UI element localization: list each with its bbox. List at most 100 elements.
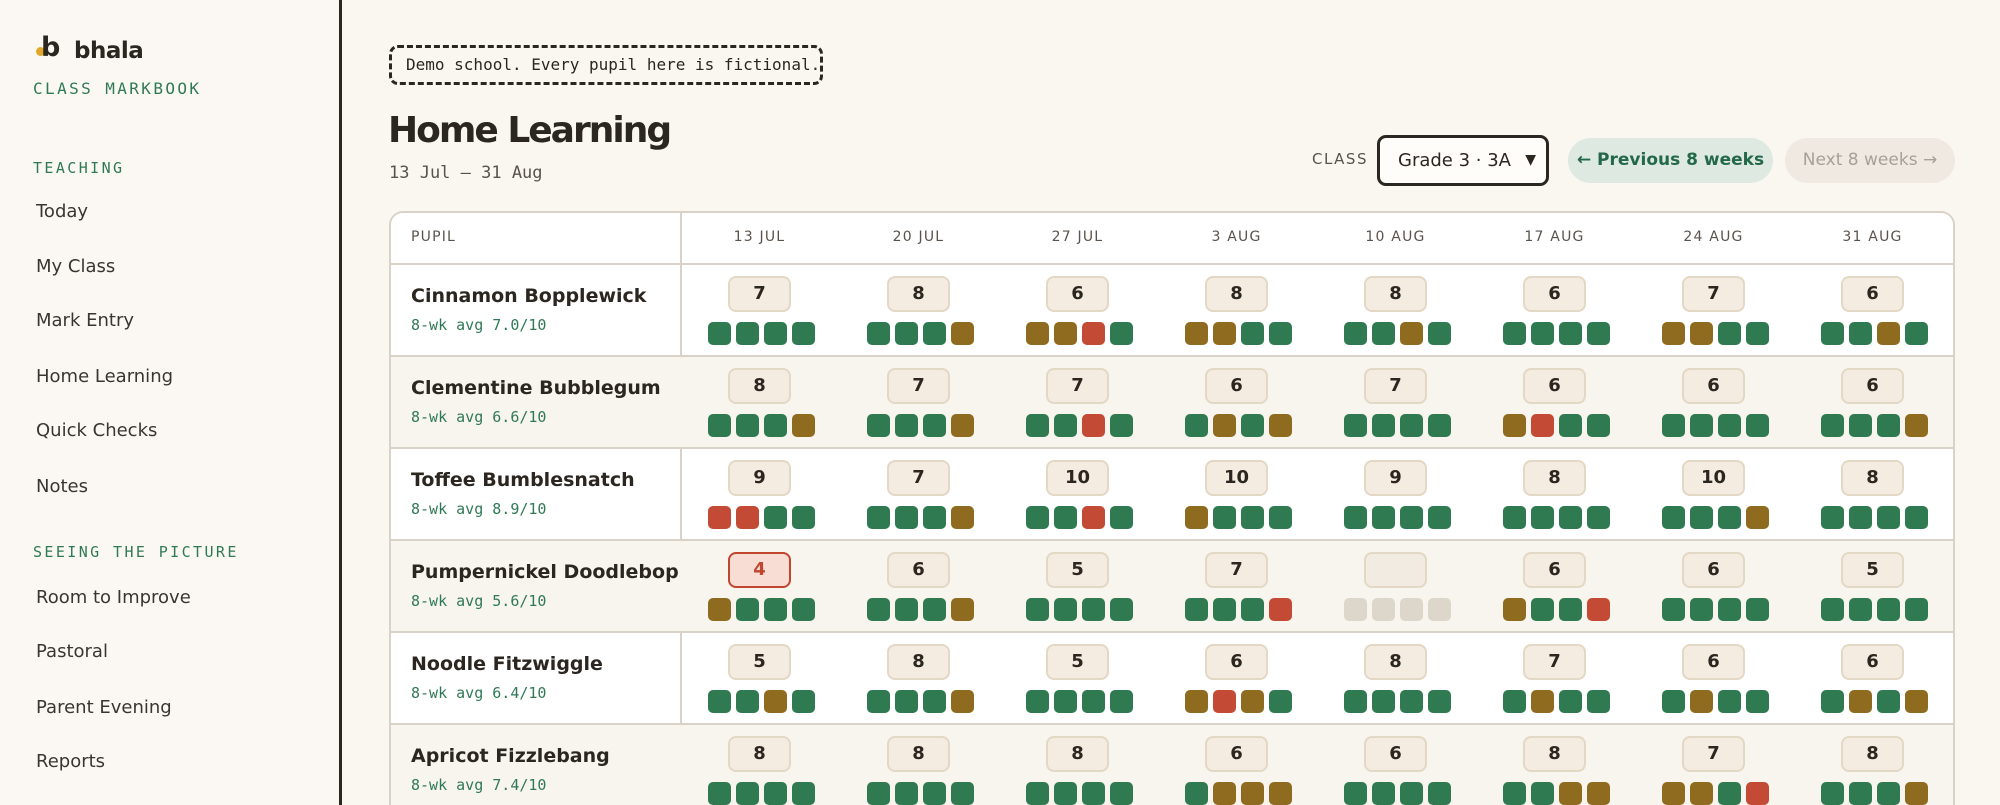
- score-badge[interactable]: 4: [728, 552, 791, 588]
- week-cell: 10: [1157, 449, 1316, 539]
- task-status-dots: [1821, 782, 1928, 805]
- score-badge[interactable]: 8: [1205, 276, 1268, 312]
- nav-item-mark-entry[interactable]: Mark Entry: [36, 310, 134, 331]
- score-badge[interactable]: 6: [1682, 368, 1745, 404]
- task-status-dots: [1503, 598, 1610, 621]
- nav-item-room-to-improve[interactable]: Room to Improve: [36, 587, 191, 608]
- score-badge[interactable]: 10: [1682, 460, 1745, 496]
- score-badge[interactable]: 8: [1841, 736, 1904, 772]
- nav-item-today[interactable]: Today: [36, 201, 89, 222]
- score-badge[interactable]: 7: [1682, 736, 1745, 772]
- task-status-dot: [1185, 322, 1208, 345]
- previous-weeks-button[interactable]: ← Previous 8 weeks: [1568, 138, 1773, 183]
- score-badge[interactable]: 6: [1841, 368, 1904, 404]
- pupil-name[interactable]: Cinnamon Bopplewick: [411, 285, 647, 307]
- score-badge[interactable]: 7: [1682, 276, 1745, 312]
- pupil-name[interactable]: Pumpernickel Doodlebop: [411, 561, 679, 583]
- score-badge[interactable]: 5: [728, 644, 791, 680]
- score-badge[interactable]: 6: [1205, 736, 1268, 772]
- pupil-name[interactable]: Toffee Bumblesnatch: [411, 469, 635, 491]
- task-status-dot: [1587, 322, 1610, 345]
- score-badge[interactable]: 7: [1205, 552, 1268, 588]
- pupil-average: 8-wk avg 8.9/10: [411, 500, 547, 518]
- score-badge[interactable]: 5: [1841, 552, 1904, 588]
- task-status-dots: [1344, 782, 1451, 805]
- score-badge[interactable]: 8: [1841, 460, 1904, 496]
- task-status-dots: [1026, 782, 1133, 805]
- week-cell: 6: [1634, 541, 1793, 631]
- task-status-dot: [895, 598, 918, 621]
- nav-item-my-class[interactable]: My Class: [36, 256, 116, 277]
- score-badge[interactable]: 6: [887, 552, 950, 588]
- score-badge[interactable]: 8: [887, 276, 950, 312]
- score-badge[interactable]: 9: [728, 460, 791, 496]
- task-status-dots: [708, 690, 815, 713]
- task-status-dot: [1877, 506, 1900, 529]
- score-badge[interactable]: 6: [1364, 736, 1427, 772]
- score-badge[interactable]: 7: [1046, 368, 1109, 404]
- task-status-dot: [736, 690, 759, 713]
- task-status-dot: [1821, 690, 1844, 713]
- score-badge[interactable]: 6: [1682, 644, 1745, 680]
- score-badge[interactable]: 8: [1523, 460, 1586, 496]
- score-badge[interactable]: 10: [1205, 460, 1268, 496]
- nav-item-notes[interactable]: Notes: [36, 476, 88, 497]
- task-status-dot: [1372, 598, 1395, 621]
- score-badge[interactable]: 8: [728, 736, 791, 772]
- pupil-name[interactable]: Apricot Fizzlebang: [411, 745, 610, 767]
- nav-item-pastoral[interactable]: Pastoral: [36, 641, 108, 662]
- score-badge[interactable]: 6: [1523, 276, 1586, 312]
- week-cell: 5: [998, 633, 1157, 723]
- nav-item-home-learning[interactable]: Home Learning: [36, 366, 174, 387]
- score-badge[interactable]: 7: [1523, 644, 1586, 680]
- pupil-name[interactable]: Clementine Bubblegum: [411, 377, 661, 399]
- score-badge[interactable]: 8: [887, 644, 950, 680]
- task-status-dot: [1344, 322, 1367, 345]
- score-badge[interactable]: 8: [1364, 644, 1427, 680]
- score-badge[interactable]: 6: [1841, 276, 1904, 312]
- task-status-dot: [923, 322, 946, 345]
- score-badge[interactable]: 6: [1523, 368, 1586, 404]
- score-badge[interactable]: 5: [1046, 552, 1109, 588]
- score-badge[interactable]: 7: [728, 276, 791, 312]
- task-status-dot: [1241, 322, 1264, 345]
- task-status-dot: [1587, 506, 1610, 529]
- task-status-dot: [1690, 782, 1713, 805]
- week-cell: 9: [680, 449, 839, 539]
- pupil-name[interactable]: Noodle Fitzwiggle: [411, 653, 603, 675]
- next-weeks-button[interactable]: Next 8 weeks →: [1785, 138, 1955, 183]
- score-badge[interactable]: 5: [1046, 644, 1109, 680]
- score-badge[interactable]: 7: [887, 368, 950, 404]
- task-status-dots: [1185, 690, 1292, 713]
- task-status-dot: [1877, 782, 1900, 805]
- score-badge[interactable]: 8: [728, 368, 791, 404]
- nav-item-parent-evening[interactable]: Parent Evening: [36, 697, 172, 718]
- week-cell: 8: [1316, 265, 1475, 355]
- task-status-dot: [1213, 506, 1236, 529]
- brand[interactable]: b bhala: [36, 32, 144, 64]
- week-cell: 8: [1793, 725, 1952, 805]
- brand-name: bhala: [74, 38, 144, 64]
- score-badge[interactable]: 6: [1523, 552, 1586, 588]
- score-badge[interactable]: 6: [1682, 552, 1745, 588]
- score-badge[interactable]: 7: [1364, 368, 1427, 404]
- nav-item-quick-checks[interactable]: Quick Checks: [36, 420, 158, 441]
- score-badge[interactable]: 8: [887, 736, 950, 772]
- task-status-dots: [1821, 506, 1928, 529]
- task-status-dot: [1400, 322, 1423, 345]
- task-status-dots: [1503, 690, 1610, 713]
- score-badge[interactable]: 8: [1523, 736, 1586, 772]
- score-badge[interactable]: 8: [1364, 276, 1427, 312]
- task-status-dot: [1026, 782, 1049, 805]
- score-badge[interactable]: 6: [1046, 276, 1109, 312]
- nav-item-reports[interactable]: Reports: [36, 751, 106, 772]
- score-badge[interactable]: 8: [1046, 736, 1109, 772]
- score-badge[interactable]: 10: [1046, 460, 1109, 496]
- score-badge[interactable]: 7: [887, 460, 950, 496]
- class-select[interactable]: Grade 3 · 3A ▼: [1377, 135, 1549, 186]
- score-badge[interactable]: 6: [1205, 644, 1268, 680]
- score-badge[interactable]: 6: [1841, 644, 1904, 680]
- score-badge[interactable]: 9: [1364, 460, 1427, 496]
- score-badge[interactable]: [1364, 552, 1427, 588]
- score-badge[interactable]: 6: [1205, 368, 1268, 404]
